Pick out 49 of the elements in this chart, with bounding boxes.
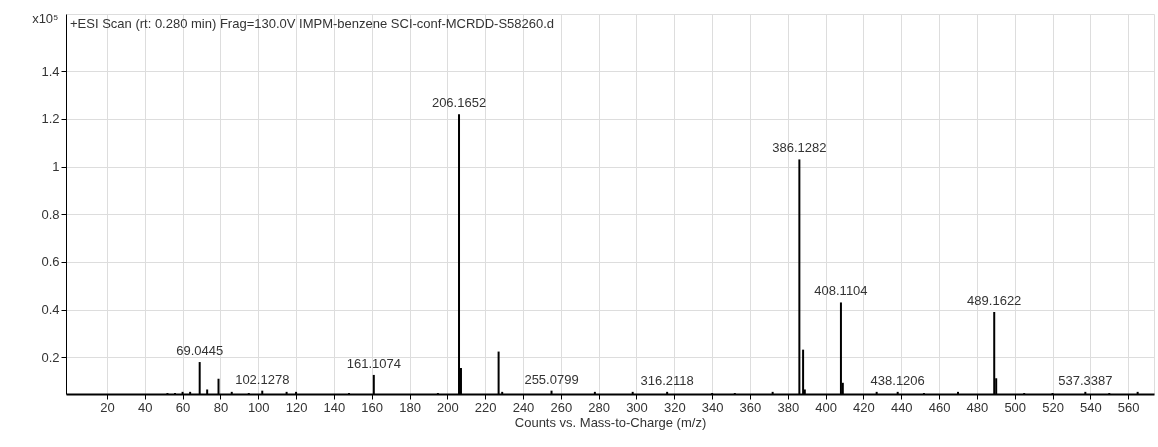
y-tick-label: 1.4 <box>41 63 60 79</box>
annotation: 537.3387 <box>1058 372 1113 388</box>
x-tick-label: 40 <box>138 399 153 415</box>
annotation: 206.1652 <box>431 95 487 111</box>
x-tick-label: 520 <box>1042 399 1064 415</box>
annotation: 161.1074 <box>346 355 401 371</box>
x-tick-label: 300 <box>626 399 648 415</box>
y-tick-label: 0.2 <box>41 349 60 365</box>
annotation: 316.2118 <box>640 372 694 388</box>
x-tick-label: 400 <box>815 399 837 415</box>
annotation: 489.1622 <box>967 292 1022 308</box>
x-tick-label: 440 <box>890 399 913 415</box>
x-tick-label: 540 <box>1080 399 1102 415</box>
y-tick-label: 0.6 <box>41 254 60 270</box>
chart-title: +ESI Scan (rt: 0.280 min) Frag=130.0V IMPM-benzene SCI-conf-MCRDD-S58260.d <box>70 16 555 31</box>
annotation: 102.1278 <box>235 371 290 387</box>
x-tick-label: 220 <box>474 399 497 415</box>
x-tick-label: 560 <box>1117 399 1140 415</box>
x-tick-label: 420 <box>853 399 875 415</box>
x-tick-label: 480 <box>966 399 989 415</box>
x-tick-label: 60 <box>175 399 191 415</box>
x-tick-label: 320 <box>663 399 686 415</box>
x-tick-label: 160 <box>361 399 384 415</box>
x-tick-label: 180 <box>399 399 421 415</box>
y-tick-label: 0.4 <box>41 302 60 318</box>
x-tick-label: 340 <box>701 399 724 415</box>
x-tick-label: 280 <box>588 399 610 415</box>
x-tick-label: 460 <box>928 399 951 415</box>
annotation: 69.0445 <box>176 343 224 359</box>
x-axis-title: Counts vs. Mass-to-Charge (m/z) <box>514 414 707 430</box>
annotation: 255.0799 <box>524 371 579 387</box>
y-tick-label: 1 <box>52 159 60 175</box>
x-tick-label: 360 <box>739 399 762 415</box>
x-tick-label: 20 <box>100 399 115 415</box>
x-tick-label: 380 <box>777 399 800 415</box>
x-tick-label: 100 <box>247 399 270 415</box>
x-tick-label: 240 <box>512 399 535 415</box>
y-tick-label: 0.8 <box>41 206 60 222</box>
x-tick-label: 80 <box>213 399 229 415</box>
annotation: 386.1282 <box>772 140 827 156</box>
x-tick-label: 500 <box>1004 399 1027 415</box>
x-tick-label: 120 <box>285 399 308 415</box>
x-tick-label: 260 <box>550 399 573 415</box>
x-tick-label: 200 <box>437 399 459 415</box>
annotation: 408.1104 <box>814 283 868 299</box>
annotation: 438.1206 <box>870 372 925 388</box>
y-axis-title: x10⁵ <box>32 10 59 26</box>
x-tick-label: 140 <box>323 399 346 415</box>
y-tick-label: 1.2 <box>41 111 60 127</box>
